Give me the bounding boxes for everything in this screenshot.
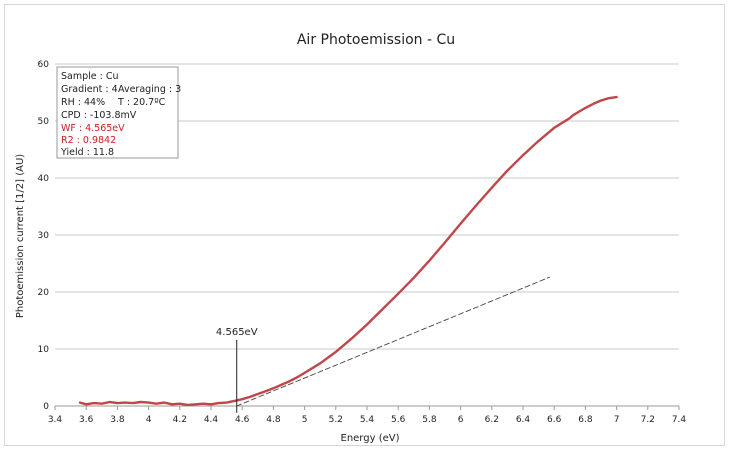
y-tick-label: 50 xyxy=(38,117,50,127)
x-tick-label: 5.8 xyxy=(422,415,437,425)
x-tick-label: 3.6 xyxy=(79,415,94,425)
y-tick-label: 60 xyxy=(38,60,50,70)
chart-frame xyxy=(4,4,725,446)
x-tick-label: 5.4 xyxy=(360,415,375,425)
series-group xyxy=(78,95,618,407)
info-box: Sample : Cu Gradient : 4 Averaging : 3 R… xyxy=(56,66,181,159)
x-tick-label: 4.8 xyxy=(266,415,281,425)
x-tick-label: 3.4 xyxy=(48,415,63,425)
x-tick-label: 5.2 xyxy=(329,415,343,425)
x-tick-label: 6.6 xyxy=(547,415,562,425)
x-tick-label: 3.8 xyxy=(110,415,125,425)
info-temperature: T : 20.7ºC xyxy=(117,97,166,108)
info-gradient: Gradient : 4 xyxy=(61,84,118,95)
x-tick-label: 6 xyxy=(458,415,464,425)
y-axis-title: Photoemission current [1/2] (AU) xyxy=(15,154,26,318)
x-tick-label: 6.4 xyxy=(516,415,531,425)
info-box-border xyxy=(56,66,179,159)
x-tick-label: 7 xyxy=(614,415,620,425)
info-averaging: Averaging : 3 xyxy=(118,84,181,95)
grid-lines xyxy=(54,63,680,410)
y-tick-label: 40 xyxy=(38,174,50,184)
photoemission-curve xyxy=(78,95,618,407)
y-tick-labels: 0 10 20 30 40 50 60 xyxy=(38,60,50,412)
info-rh: RH : 44% xyxy=(61,97,105,108)
x-tick-label: 4 xyxy=(146,415,152,425)
tangent-fit-line xyxy=(236,276,550,407)
x-tick-label: 6.8 xyxy=(578,415,593,425)
info-yield: Yield : 11.8 xyxy=(60,147,114,158)
info-sample: Sample : Cu xyxy=(61,71,119,82)
x-tick-label: 4.4 xyxy=(204,415,219,425)
x-tick-labels: 3.4 3.6 3.8 4 4.2 4.4 4.6 4.8 5 5.2 5.4 5.6 5.8 6 6.2 6… xyxy=(48,415,687,425)
annotation-label: 4.565eV xyxy=(216,327,258,338)
x-tick-label: 4.2 xyxy=(173,415,187,425)
y-tick-label: 0 xyxy=(43,402,49,412)
y-tick-label: 20 xyxy=(38,288,50,298)
x-axis-title: Energy (eV) xyxy=(341,433,400,444)
x-tick-label: 4.6 xyxy=(235,415,250,425)
y-tick-label: 30 xyxy=(38,231,50,241)
y-tick-label: 10 xyxy=(38,345,50,355)
chart-title: Air Photoemission - Cu xyxy=(297,32,455,48)
x-tick-label: 7.2 xyxy=(641,415,655,425)
x-tick-label: 5 xyxy=(302,415,308,425)
info-r2: R2 : 0.9842 xyxy=(61,135,116,146)
info-cpd: CPD : -103.8mV xyxy=(61,110,137,121)
x-tick-label: 7.4 xyxy=(672,415,687,425)
info-work-function: WF : 4.565eV xyxy=(61,123,125,134)
x-tick-label: 5.6 xyxy=(391,415,406,425)
x-tick-label: 6.2 xyxy=(485,415,499,425)
